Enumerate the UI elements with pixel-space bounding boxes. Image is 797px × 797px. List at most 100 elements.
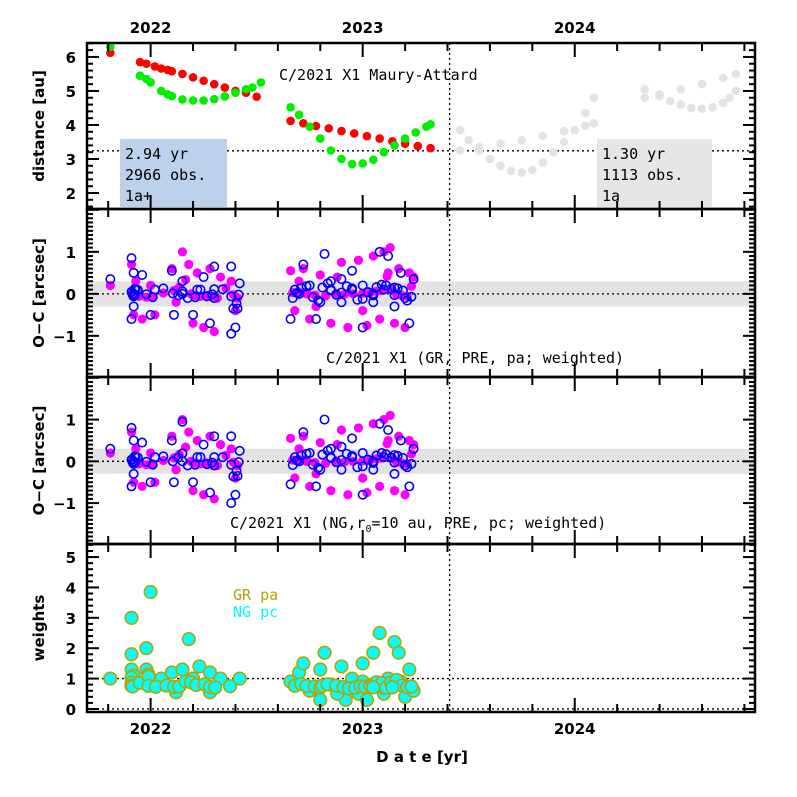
oc-point-filled bbox=[131, 444, 141, 454]
distance-point bbox=[413, 141, 423, 151]
oc-point-open bbox=[397, 452, 408, 463]
distance-point bbox=[146, 78, 155, 87]
distance-point bbox=[256, 78, 266, 87]
info-right-line: 1.30 yr bbox=[602, 145, 665, 163]
oc-point-open bbox=[132, 285, 143, 296]
y-tick-label: 0 bbox=[66, 286, 76, 304]
info-left-box bbox=[120, 139, 227, 207]
oc-point-open bbox=[347, 450, 358, 461]
oc-point-filled bbox=[171, 465, 181, 475]
oc-point-open bbox=[376, 447, 387, 458]
distance-point bbox=[220, 83, 230, 92]
info-left-line: 2966 obs. bbox=[125, 166, 206, 184]
oc-point-open bbox=[182, 460, 193, 471]
panel3-title: C/2021 X1 (NG,r0=10 au, PRE, pc; weighte… bbox=[230, 514, 606, 535]
oc-point-open bbox=[128, 468, 139, 479]
distance-point bbox=[589, 118, 599, 128]
oc-point-open bbox=[311, 481, 322, 492]
distance-point bbox=[570, 125, 580, 135]
oc-point-filled bbox=[389, 485, 400, 496]
oc-point-open bbox=[204, 487, 215, 498]
oc-point-open bbox=[341, 448, 352, 459]
distance-point bbox=[475, 142, 484, 152]
oc-point-open bbox=[347, 265, 358, 276]
oc-point-filled bbox=[400, 490, 410, 500]
distance-point bbox=[326, 146, 336, 155]
oc-point-open bbox=[389, 301, 400, 312]
oc-point-filled bbox=[343, 490, 353, 500]
oc-point-open bbox=[336, 441, 347, 452]
distance-point bbox=[426, 143, 435, 153]
oc-point-open bbox=[408, 443, 419, 454]
oc-point-open bbox=[226, 431, 237, 442]
oc-point-open bbox=[147, 292, 158, 303]
oc-point-open bbox=[368, 297, 379, 308]
oc-point-filled bbox=[375, 481, 385, 491]
y-tick-label: 5 bbox=[66, 83, 76, 101]
oc-point-open bbox=[217, 452, 228, 463]
oc-point-open bbox=[126, 314, 137, 325]
weight-point bbox=[124, 610, 139, 625]
oc-point-open bbox=[404, 481, 415, 492]
distance-point bbox=[559, 126, 569, 136]
oc-point-filled bbox=[358, 306, 368, 316]
weight-point bbox=[192, 659, 207, 674]
top-x-tick-label: 2022 bbox=[130, 19, 172, 37]
distance-point bbox=[220, 92, 230, 101]
distance-point bbox=[299, 118, 308, 128]
distance-point bbox=[581, 108, 590, 118]
oc-point-open bbox=[331, 289, 342, 300]
oc-point-filled bbox=[177, 247, 188, 257]
oc-point-open bbox=[128, 435, 139, 446]
oc-point-open bbox=[198, 272, 209, 283]
oc-point-open bbox=[383, 251, 394, 262]
y-tick-label: 0 bbox=[66, 453, 76, 471]
distance-point bbox=[199, 96, 208, 105]
y-tick-label: −1 bbox=[53, 328, 76, 346]
oc-point-open bbox=[231, 465, 242, 476]
distance-point bbox=[142, 59, 151, 69]
oc-point-open bbox=[145, 309, 156, 320]
oc-point-open bbox=[231, 298, 242, 309]
oc-point-filled bbox=[302, 456, 313, 466]
bottom-x-tick-label: 2024 bbox=[554, 720, 596, 738]
oc-point-open bbox=[158, 451, 169, 462]
panel2-title: C/2021 X1 (GR, PRE, pa; weighted) bbox=[326, 349, 624, 367]
oc-point-open bbox=[228, 471, 239, 482]
oc-point-filled bbox=[199, 322, 209, 333]
weight-point bbox=[404, 679, 419, 694]
distance-point bbox=[676, 84, 686, 94]
y-axis-label: O−C [arcsec] bbox=[30, 238, 48, 348]
panel3-title-main: C/2021 X1 (NG,r bbox=[230, 514, 365, 532]
distance-point bbox=[400, 134, 410, 143]
distance-point bbox=[209, 79, 219, 89]
distance-point bbox=[379, 147, 389, 157]
oc-point-filled bbox=[382, 271, 392, 281]
y-tick-label: 3 bbox=[66, 610, 76, 628]
oc-point-filled bbox=[358, 473, 368, 483]
bottom-x-tick-label: 2023 bbox=[342, 720, 384, 738]
distance-point bbox=[188, 96, 198, 105]
oc-point-filled bbox=[326, 485, 336, 496]
oc-point-open bbox=[188, 477, 199, 488]
oc-point-open bbox=[331, 457, 342, 468]
oc-point-open bbox=[336, 297, 347, 308]
oc-point-open bbox=[336, 287, 347, 298]
oc-point-open bbox=[347, 283, 358, 294]
oc-point-open bbox=[392, 450, 403, 461]
y-tick-label: 1 bbox=[66, 671, 76, 689]
distance-point bbox=[167, 91, 177, 101]
distance-point bbox=[305, 122, 314, 131]
weight-point bbox=[366, 645, 381, 660]
oc-point-filled bbox=[226, 444, 236, 454]
distance-point bbox=[411, 128, 420, 137]
oc-point-open bbox=[201, 459, 212, 470]
oc-point-open bbox=[209, 261, 220, 272]
oc-point-filled bbox=[326, 318, 336, 328]
oc-point-filled bbox=[216, 440, 226, 450]
oc-point-filled bbox=[385, 243, 395, 253]
y-tick-label: 2 bbox=[66, 640, 76, 658]
oc-point-open bbox=[371, 450, 382, 461]
distance-point bbox=[337, 126, 346, 136]
